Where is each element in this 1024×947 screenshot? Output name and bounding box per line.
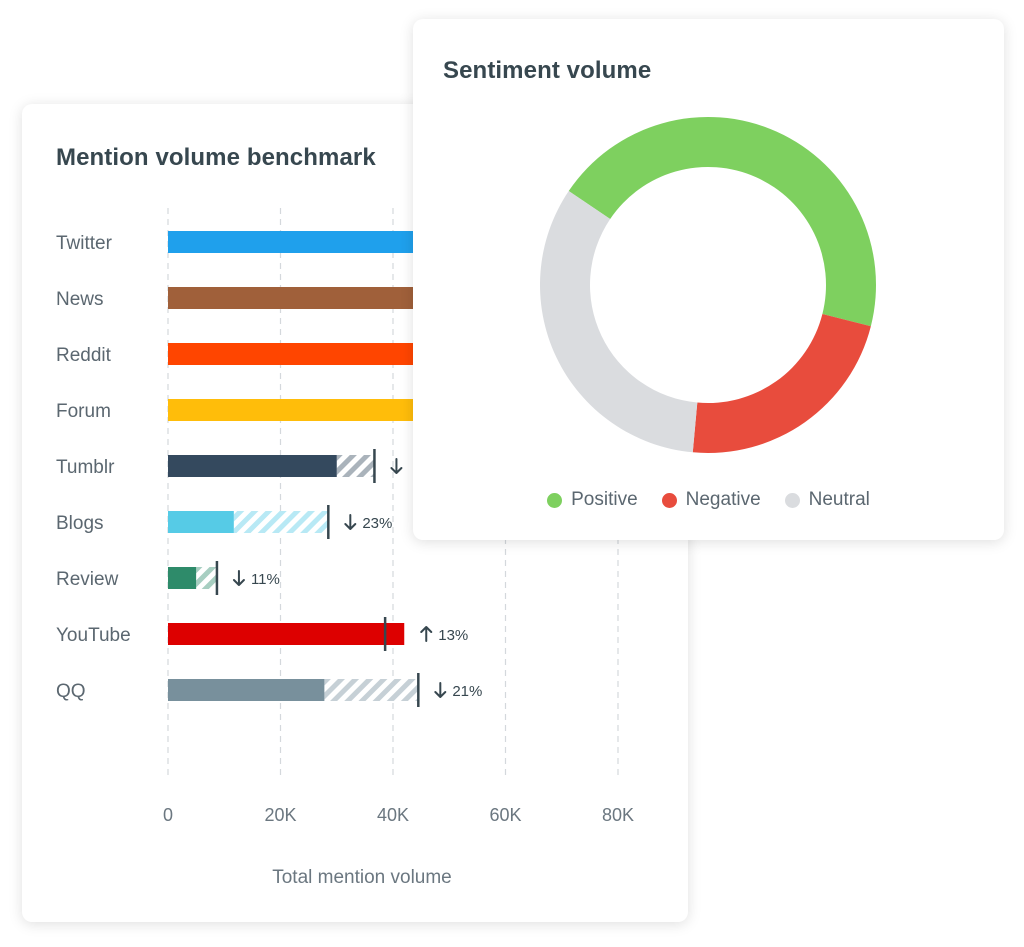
bar-reddit[interactable] bbox=[168, 343, 416, 365]
arrow-down-icon-qq bbox=[434, 682, 447, 698]
row-label-youtube: YouTube bbox=[56, 625, 131, 646]
bar-previous-blogs bbox=[233, 511, 329, 533]
sentiment-legend: Positive Negative Neutral bbox=[413, 489, 1004, 511]
mention-volume-chart: 0 20K 40K 60K 80K Twitter News Reddit Forum Tumbl… bbox=[56, 208, 634, 888]
x-tick-40k: 40K bbox=[377, 805, 409, 825]
sentiment-volume-title: Sentiment volume bbox=[443, 57, 652, 84]
donut-slice-negative[interactable] bbox=[692, 313, 871, 454]
legend-label-positive: Positive bbox=[571, 489, 638, 510]
mention-volume-title: Mention volume benchmark bbox=[56, 144, 376, 171]
x-tick-80k: 80K bbox=[602, 805, 634, 825]
x-tick-60k: 60K bbox=[489, 805, 521, 825]
legend-item-negative[interactable]: Negative bbox=[661, 489, 761, 511]
row-label-blogs: Blogs bbox=[56, 513, 104, 534]
legend-item-neutral[interactable]: Neutral bbox=[784, 489, 870, 511]
arrow-down-icon-review bbox=[232, 570, 245, 586]
legend-label-neutral: Neutral bbox=[808, 489, 870, 510]
row-label-twitter: Twitter bbox=[56, 233, 113, 254]
x-axis-title: Total mention volume bbox=[272, 867, 452, 888]
row-label-review: Review bbox=[56, 569, 119, 590]
x-tick-0: 0 bbox=[163, 805, 173, 825]
bar-news[interactable] bbox=[168, 287, 416, 309]
row-label-tumblr: Tumblr bbox=[56, 457, 115, 478]
change-label-review: 11% bbox=[251, 571, 280, 588]
bar-tumblr[interactable] bbox=[168, 455, 337, 477]
bar-blogs[interactable] bbox=[168, 511, 234, 533]
sentiment-volume-card: Sentiment volume Positive Negative Neutr… bbox=[413, 19, 1004, 540]
bar-previous-review bbox=[196, 567, 217, 589]
row-label-news: News bbox=[56, 289, 104, 310]
donut-slice-neutral[interactable] bbox=[540, 191, 698, 453]
bar-previous-qq bbox=[324, 679, 419, 701]
legend-item-positive[interactable]: Positive bbox=[547, 489, 638, 511]
x-tick-20k: 20K bbox=[264, 805, 296, 825]
row-label-qq: QQ bbox=[56, 681, 86, 702]
change-label-youtube: 13% bbox=[438, 627, 468, 644]
arrow-up-icon-youtube bbox=[420, 626, 433, 642]
bar-previous-tumblr bbox=[336, 455, 375, 477]
donut-slice-positive[interactable] bbox=[568, 117, 876, 327]
bar-forum[interactable] bbox=[168, 399, 416, 421]
bar-review[interactable] bbox=[168, 567, 197, 589]
bar-youtube[interactable] bbox=[168, 623, 405, 645]
change-label-qq: 21% bbox=[452, 683, 482, 700]
legend-swatch-negative bbox=[661, 492, 677, 508]
bar-twitter[interactable] bbox=[168, 231, 416, 253]
arrow-down-icon-blogs bbox=[344, 514, 357, 530]
sentiment-donut-chart bbox=[540, 117, 876, 454]
legend-swatch-neutral bbox=[784, 492, 800, 508]
legend-label-negative: Negative bbox=[685, 489, 761, 510]
arrow-down-icon-tumblr bbox=[390, 458, 403, 474]
change-label-blogs: 23% bbox=[362, 515, 392, 532]
bar-qq[interactable] bbox=[168, 679, 325, 701]
row-label-forum: Forum bbox=[56, 401, 111, 422]
legend-swatch-positive bbox=[547, 492, 563, 508]
row-label-reddit: Reddit bbox=[56, 345, 112, 366]
